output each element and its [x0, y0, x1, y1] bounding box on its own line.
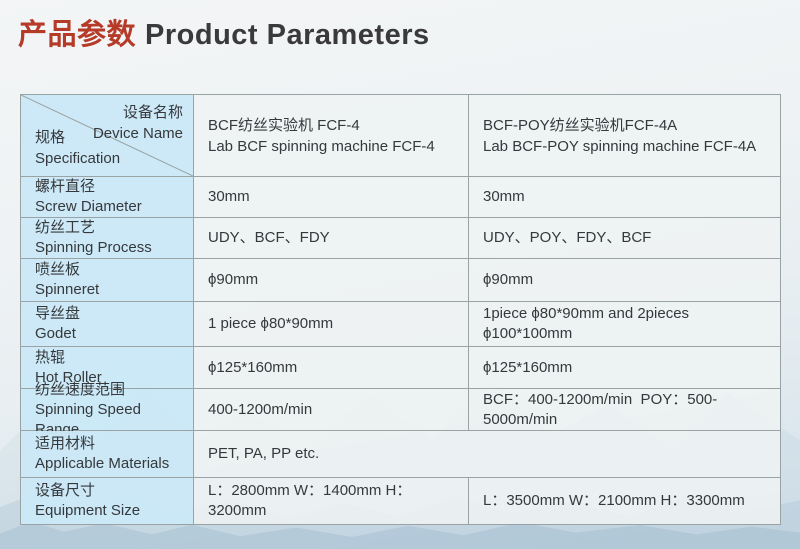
- value-cell-device-2: L：3500mm W：2100mm H：3300mm: [469, 478, 781, 525]
- cell-value: 1piece ϕ80*90mm and 2pieces ϕ100*100mm: [483, 305, 694, 342]
- value-cell-spanning-both-devices: PET, PA, PP etc.: [194, 431, 781, 478]
- row-label-en: Screw Diameter: [35, 198, 142, 215]
- row-label-cell: 螺杆直径 Screw Diameter: [21, 177, 194, 218]
- table-row-godet: 导丝盘 Godet 1 piece ϕ80*90mm 1piece ϕ80*90…: [21, 302, 781, 347]
- cell-value: 400-1200m/min: [208, 400, 313, 418]
- value-cell-device-2: 30mm: [469, 177, 781, 218]
- row-label-zh: 纺丝工艺: [35, 219, 96, 236]
- row-label-zh: 设备尺寸: [35, 482, 96, 499]
- row-label-cell: 设备尺寸 Equipment Size: [21, 478, 194, 525]
- table-row-spinning-speed-range: 纺丝速度范围 Spinning Speed Range 400-1200m/mi…: [21, 381, 781, 438]
- device-1-header-cell: BCF纺丝实验机 FCF-4 Lab BCF spinning machine …: [194, 95, 469, 177]
- value-cell-device-2: 1piece ϕ80*90mm and 2pieces ϕ100*100mm: [469, 302, 781, 347]
- row-label-en: Equipment Size: [35, 502, 141, 519]
- table-row-spinning-process: 纺丝工艺 Spinning Process UDY、BCF、FDY UDY、PO…: [21, 218, 781, 259]
- cell-value: PET, PA, PP etc.: [208, 445, 320, 462]
- cell-value: ϕ125*160mm: [208, 358, 298, 376]
- device-2-name-en: Lab BCF-POY spinning machine FCF-4A: [483, 137, 757, 155]
- corner-specification-zh: 规格: [35, 129, 66, 146]
- cell-value: UDY、BCF、FDY: [208, 229, 330, 246]
- page-title-chinese: 产品参数: [18, 19, 137, 51]
- cell-value: ϕ125*160mm: [483, 358, 573, 376]
- corner-header-cell: 设备名称 Device Name 规格 Specification: [21, 95, 194, 177]
- value-cell-device-1: 1 piece ϕ80*90mm: [194, 302, 469, 347]
- value-cell-device-2: BCF：400-1200m/min POY：500-5000m/min: [469, 389, 781, 431]
- row-label-zh: 热辊: [35, 348, 66, 366]
- product-parameters-table: 设备名称 Device Name 规格 Specification BCF纺丝实…: [20, 94, 781, 525]
- corner-specification-en: Specification: [35, 150, 121, 167]
- value-cell-device-1: 400-1200m/min: [194, 389, 469, 431]
- cell-value: BCF：400-1200m/min POY：500-5000m/min: [483, 390, 718, 428]
- table-row-equipment-size: 设备尺寸 Equipment Size L：2800mm W：1400mm H：…: [21, 478, 781, 525]
- value-cell-device-2: UDY、POY、FDY、BCF: [469, 218, 781, 259]
- row-label-cell: 热辊 Hot Roller: [21, 347, 194, 389]
- device-2-name-zh: BCF-POY纺丝实验机FCF-4A: [483, 116, 678, 134]
- value-cell-device-1: UDY、BCF、FDY: [194, 218, 469, 259]
- device-1-name-en: Lab BCF spinning machine FCF-4: [208, 137, 435, 155]
- corner-device-name-en: Device Name: [92, 125, 183, 142]
- row-label-en: Applicable Materials: [35, 455, 170, 472]
- device-2-header-cell: BCF-POY纺丝实验机FCF-4A Lab BCF-POY spinning …: [469, 95, 781, 177]
- table-row-screw-diameter: 螺杆直径 Screw Diameter 30mm 30mm: [21, 177, 781, 218]
- row-label-cell: 喷丝板 Spinneret: [21, 259, 194, 302]
- page-title: 产品参数 Product Parameters: [18, 11, 430, 53]
- value-cell-device-1: L：2800mm W：1400mm H：3200mm: [194, 478, 469, 525]
- row-label-cell: 纺丝速度范围 Spinning Speed Range: [21, 381, 194, 438]
- value-cell-device-1: ϕ125*160mm: [194, 347, 469, 389]
- corner-device-name-zh: 设备名称: [122, 104, 183, 121]
- row-label-en: Spinneret: [35, 281, 100, 298]
- table-row-applicable-materials: 适用材料 Applicable Materials PET, PA, PP et…: [21, 431, 781, 478]
- cell-value: 30mm: [483, 188, 525, 205]
- row-label-cell: 适用材料 Applicable Materials: [21, 431, 194, 478]
- device-1-name-zh: BCF纺丝实验机 FCF-4: [208, 116, 360, 134]
- value-cell-device-1: ϕ90mm: [194, 259, 469, 302]
- cell-value: L：2800mm W：1400mm H：3200mm: [208, 482, 412, 519]
- cell-value: UDY、POY、FDY、BCF: [483, 229, 652, 246]
- value-cell-device-2: ϕ125*160mm: [469, 347, 781, 389]
- row-label-en: Hot Roller: [35, 368, 102, 386]
- row-label-en: Godet: [35, 325, 76, 342]
- cell-value: 30mm: [208, 188, 250, 205]
- row-label-zh: 适用材料: [35, 435, 96, 452]
- row-label-cell: 导丝盘 Godet: [21, 302, 194, 347]
- cell-value: ϕ90mm: [208, 271, 259, 288]
- page-title-english: Product Parameters: [145, 19, 430, 51]
- table-row-spinneret: 喷丝板 Spinneret ϕ90mm ϕ90mm: [21, 259, 781, 302]
- cell-value: ϕ90mm: [483, 271, 534, 288]
- corner-specification-label: 规格 Specification: [35, 127, 120, 169]
- corner-device-name-label: 设备名称 Device Name: [93, 102, 183, 144]
- table-header-row: 设备名称 Device Name 规格 Specification BCF纺丝实…: [21, 95, 781, 177]
- row-label-zh: 螺杆直径: [35, 178, 96, 195]
- diagonal-divider-line: [21, 95, 193, 176]
- row-label-en: Spinning Process: [35, 239, 152, 256]
- value-cell-device-2: ϕ90mm: [469, 259, 781, 302]
- value-cell-device-1: 30mm: [194, 177, 469, 218]
- table-row-hot-roller: 热辊 Hot Roller ϕ125*160mm ϕ125*160mm: [21, 347, 781, 389]
- row-label-zh: 纺丝速度范围: [35, 380, 126, 398]
- cell-value: L：3500mm W：2100mm H：3300mm: [483, 492, 745, 509]
- row-label-zh: 导丝盘: [35, 305, 81, 322]
- row-label-cell: 纺丝工艺 Spinning Process: [21, 218, 194, 259]
- cell-value: 1 piece ϕ80*90mm: [208, 315, 334, 332]
- row-label-zh: 喷丝板: [35, 261, 81, 278]
